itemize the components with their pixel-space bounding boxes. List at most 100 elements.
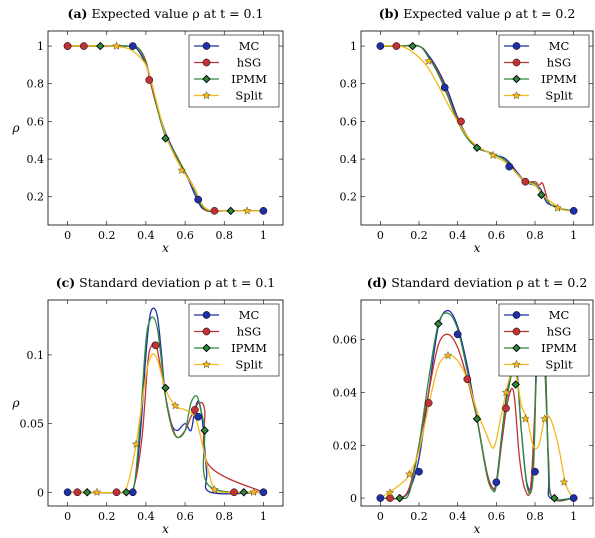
data-point-ipmm: [239, 488, 249, 497]
legend-marker: [512, 74, 521, 84]
data-point-split: [443, 351, 453, 360]
data-point-mc: [505, 162, 514, 171]
legend-marker: [202, 91, 211, 100]
x-tick-label: 0.8: [216, 229, 234, 242]
x-axis-label: x: [162, 522, 169, 536]
legend-label: MC: [549, 39, 570, 53]
x-tick-label: 0: [64, 510, 71, 523]
data-point-ipmm: [161, 134, 170, 143]
plot-area: [67, 307, 264, 495]
plot-frame: [360, 299, 594, 507]
legend-marker: [512, 91, 521, 100]
legend-marker: [512, 360, 521, 369]
data-point-hsg: [502, 404, 510, 413]
data-point-hsg: [112, 488, 121, 497]
data-point-ipmm: [550, 493, 559, 503]
legend: MC hSG IPMM Split: [188, 303, 280, 377]
x-tick-label: 1: [260, 510, 267, 523]
data-point-hsg: [191, 406, 199, 414]
chart-title: (d) Standard deviation ρ at t = 0.2: [367, 275, 588, 290]
x-tick-label: 1: [570, 229, 577, 242]
data-point-mc: [569, 207, 578, 215]
data-point-split: [553, 203, 562, 212]
data-point-hsg: [145, 76, 154, 84]
data-point-hsg: [63, 42, 72, 50]
data-point-ipmm: [511, 380, 520, 389]
data-point-split: [521, 414, 530, 423]
y-tick-label: 0.2: [340, 191, 358, 204]
legend-marker: [512, 327, 521, 336]
x-tick-label: 0.6: [488, 510, 506, 523]
x-axis-label: x: [474, 241, 481, 255]
data-point-mc: [440, 83, 449, 92]
chart-panel-2: (b) Expected value ρ at t = 0.2 0 0.2 0.4 0.…: [340, 6, 594, 255]
x-tick-label: 0.2: [410, 229, 428, 242]
data-point-split: [540, 414, 549, 423]
legend-label: hSG: [237, 56, 261, 70]
data-point-ipmm: [122, 488, 131, 497]
data-point-split: [210, 485, 219, 494]
y-axis-label: ρ: [11, 121, 19, 135]
data-point-ipmm: [82, 488, 92, 497]
plot-frame: [47, 30, 284, 226]
data-point-split: [242, 206, 252, 215]
legend-label: MC: [549, 308, 570, 322]
legend-marker: [202, 74, 211, 84]
chart-panel-1: (a) Expected value ρ at t = 0.1 0 0.2 0.4 0.…: [11, 6, 284, 255]
chart-title: (a) Expected value ρ at t = 0.1: [68, 6, 264, 21]
series-line-split: [67, 353, 264, 494]
legend: MC hSG IPMM Split: [498, 303, 590, 377]
data-point-hsg: [386, 494, 394, 502]
x-axis-label: x: [162, 241, 169, 255]
panel-title-text: Standard deviation ρ at t = 0.2: [387, 275, 587, 290]
data-point-mc: [63, 488, 72, 497]
data-point-ipmm: [537, 190, 546, 200]
data-point-mc: [569, 494, 578, 502]
x-tick-label: 0.8: [216, 510, 234, 523]
x-tick-label: 0.6: [176, 229, 194, 242]
data-point-split: [559, 477, 569, 486]
y-tick-label: 0.8: [27, 78, 45, 91]
data-point-split: [488, 150, 498, 159]
y-tick-label: 0.4: [27, 153, 45, 166]
y-tick-label: 0.6: [27, 115, 45, 128]
x-tick-label: 0.4: [449, 510, 467, 523]
data-point-mc: [194, 412, 203, 421]
data-point-split: [131, 439, 141, 448]
data-point-ipmm: [226, 206, 235, 216]
x-tick-label: 0.6: [488, 229, 506, 242]
x-tick-label: 0: [64, 229, 71, 242]
data-point-split: [405, 469, 414, 478]
x-tick-label: 0.8: [526, 229, 544, 242]
chart-panel-3: (c) Standard deviation ρ at t = 0.1 0 0.2 0…: [11, 275, 284, 536]
data-point-hsg: [457, 117, 465, 126]
y-tick-label: 1: [350, 40, 357, 53]
legend: MC hSG IPMM Split: [498, 34, 590, 108]
data-point-hsg: [73, 488, 82, 497]
data-point-split: [112, 41, 121, 50]
data-point-hsg: [79, 42, 88, 50]
data-point-mc: [415, 467, 423, 476]
x-tick-label: 0.4: [449, 229, 467, 242]
legend-marker: [202, 42, 211, 50]
panel-title-text: Expected value ρ at t = 0.2: [399, 6, 575, 21]
legend-marker: [202, 343, 211, 353]
legend-marker: [202, 327, 211, 336]
legend-label: IPMM: [231, 72, 267, 86]
y-tick-label: 0: [37, 486, 44, 499]
x-tick-label: 0.6: [176, 510, 194, 523]
data-point-hsg: [424, 399, 433, 407]
legend-marker: [512, 343, 521, 353]
x-tick-label: 0.4: [137, 510, 155, 523]
y-tick-label: 0.2: [27, 191, 45, 204]
y-tick-label: 0.02: [333, 439, 358, 452]
y-tick-label: 1: [37, 40, 44, 53]
data-point-hsg: [392, 42, 401, 50]
x-tick-label: 1: [260, 229, 267, 242]
data-point-mc: [531, 467, 539, 476]
plot-frame: [47, 299, 284, 507]
x-tick-label: 0.2: [410, 510, 428, 523]
legend-label: hSG: [237, 325, 261, 339]
legend-label: Split: [235, 89, 263, 103]
legend-marker: [512, 42, 521, 50]
